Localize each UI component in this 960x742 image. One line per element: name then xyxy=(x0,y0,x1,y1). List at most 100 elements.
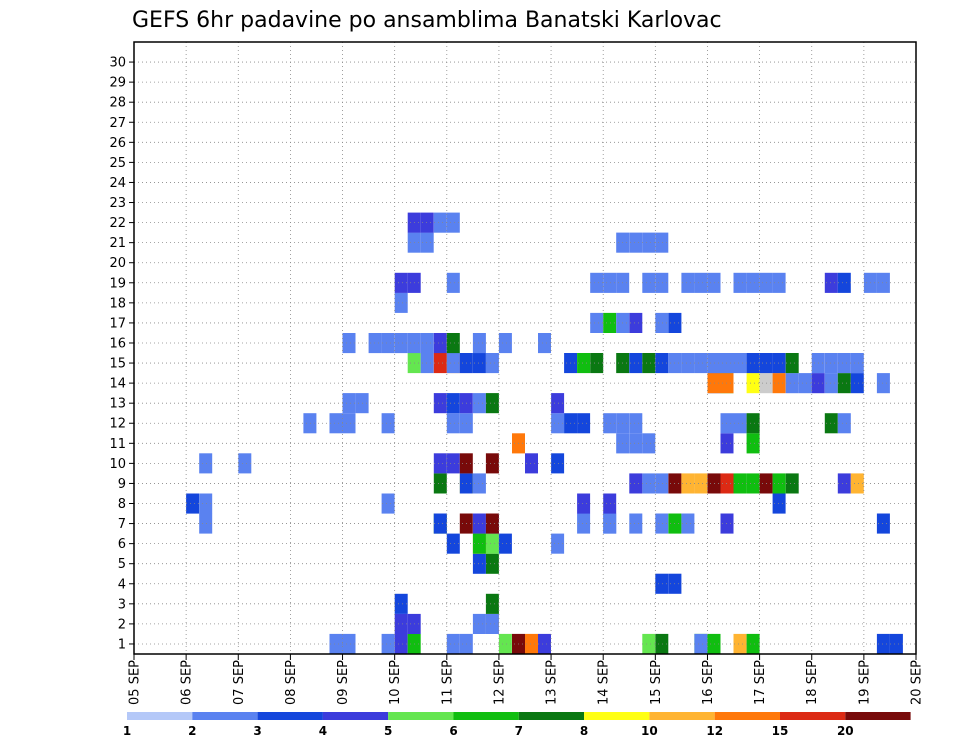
legend-color-swatch xyxy=(780,712,846,720)
legend-color-swatch xyxy=(322,712,389,720)
heatmap-cell xyxy=(655,312,669,333)
heatmap-cell xyxy=(199,513,213,534)
y-tick-label: 15 xyxy=(109,357,126,372)
y-tick-label: 21 xyxy=(109,236,126,251)
heatmap-cell xyxy=(446,413,460,434)
heatmap-cell xyxy=(342,633,356,654)
heatmap-cell xyxy=(342,393,356,414)
heatmap-cell xyxy=(655,633,669,654)
heatmap-cell xyxy=(772,353,786,374)
heatmap-cell xyxy=(850,353,864,374)
x-tick-label: 18 SEP xyxy=(805,660,820,705)
heatmap-cell xyxy=(746,272,760,293)
heatmap-cell xyxy=(733,633,747,654)
legend-color-swatch xyxy=(518,712,585,720)
x-tick-label: 15 SEP xyxy=(649,660,664,705)
legend-color-swatch xyxy=(453,712,519,720)
heatmap-cell xyxy=(837,272,851,293)
heatmap-cell xyxy=(485,553,499,574)
heatmap-cell xyxy=(394,613,408,634)
heatmap-cell xyxy=(642,272,656,293)
y-tick-label: 11 xyxy=(109,437,126,452)
heatmap-cell xyxy=(420,232,434,253)
heatmap-cell xyxy=(876,272,890,293)
heatmap-cell xyxy=(342,333,356,354)
heatmap-cell xyxy=(433,513,447,534)
y-tick-label: 16 xyxy=(109,336,126,351)
plot-frame xyxy=(133,41,917,655)
y-tick-label: 6 xyxy=(118,537,126,552)
y-tick-label: 27 xyxy=(109,116,126,131)
y-tick-label: 9 xyxy=(118,477,126,492)
heatmap-cell xyxy=(472,333,486,354)
heatmap-cell xyxy=(772,473,786,494)
heatmap-cell xyxy=(785,353,799,374)
heatmap-cell xyxy=(433,333,447,354)
heatmap-cell xyxy=(446,272,460,293)
legend-label: 6 xyxy=(449,724,457,738)
y-tick-label: 20 xyxy=(109,256,126,271)
heatmap-cell xyxy=(472,353,486,374)
heatmap-cell xyxy=(446,353,460,374)
x-tick-label: 20 SEP xyxy=(910,660,925,705)
legend-color-swatch xyxy=(127,712,193,720)
heatmap-cell xyxy=(446,212,460,233)
legend-label: 3 xyxy=(253,724,261,738)
heatmap-cell xyxy=(472,613,486,634)
heatmap-cell xyxy=(420,212,434,233)
grid-layer xyxy=(134,42,916,654)
heatmap-cell xyxy=(642,353,656,374)
heatmap-cell xyxy=(655,473,669,494)
heatmap-cell xyxy=(381,493,395,514)
legend-label: 4 xyxy=(319,724,327,738)
x-tick-label: 16 SEP xyxy=(701,660,716,705)
heatmap-cell xyxy=(824,373,838,394)
heatmap-cell xyxy=(577,413,591,434)
heatmap-cell xyxy=(472,393,486,414)
heatmap-cell xyxy=(746,353,760,374)
cells-layer xyxy=(186,212,903,654)
legend-color-swatch xyxy=(649,712,715,720)
heatmap-cell xyxy=(655,232,669,253)
heatmap-cell xyxy=(446,333,460,354)
heatmap-cell xyxy=(785,473,799,494)
x-tick-label: 10 SEP xyxy=(388,660,403,705)
heatmap-cell xyxy=(746,633,760,654)
heatmap-cell xyxy=(577,493,591,514)
heatmap-cell xyxy=(798,373,812,394)
heatmap-cell xyxy=(655,513,669,534)
heatmap-cell xyxy=(420,333,434,354)
heatmap-cell xyxy=(525,453,538,474)
heatmap-cell xyxy=(837,373,851,394)
x-axis: 05 SEP 06 SEP 07 SEP 08 SEP 09 SEP 10 SEP 11 S… xyxy=(128,654,925,705)
heatmap-cell xyxy=(876,373,890,394)
heatmap-cell xyxy=(889,633,903,654)
x-tick-label: 07 SEP xyxy=(232,660,247,705)
heatmap-cell xyxy=(472,473,486,494)
heatmap-cell xyxy=(694,353,708,374)
heatmap-cell xyxy=(551,453,565,474)
heatmap-cell xyxy=(485,453,499,474)
heatmap-cell xyxy=(837,413,851,434)
heatmap-cell xyxy=(733,353,747,374)
heatmap-cell xyxy=(368,333,382,354)
heatmap-cell xyxy=(446,393,460,414)
legend-label: 12 xyxy=(706,724,723,738)
heatmap-cell xyxy=(329,633,343,654)
legend-label: 1 xyxy=(123,724,131,738)
heatmap-cell xyxy=(551,533,565,554)
y-tick-label: 25 xyxy=(109,156,126,171)
heatmap-cell xyxy=(303,413,317,434)
heatmap-cell xyxy=(733,413,747,434)
y-tick-label: 7 xyxy=(118,517,126,532)
y-tick-label: 19 xyxy=(109,276,126,291)
heatmap-cell xyxy=(498,633,512,654)
heatmap-cell xyxy=(655,353,669,374)
heatmap-cell xyxy=(824,413,838,434)
heatmap-cell xyxy=(603,413,617,434)
heatmap-cell xyxy=(824,353,838,374)
legend-label: 20 xyxy=(837,724,854,738)
heatmap-cell xyxy=(394,633,408,654)
heatmap-cell xyxy=(681,272,695,293)
heatmap-cell xyxy=(329,413,343,434)
